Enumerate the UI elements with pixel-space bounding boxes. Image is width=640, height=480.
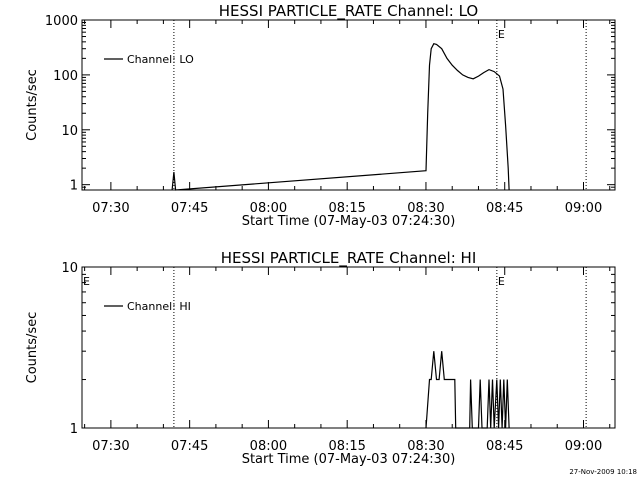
- time-marker-label: E: [498, 275, 505, 288]
- x-tick-label: 08:15: [328, 201, 365, 216]
- x-tick-label: 08:15: [328, 439, 365, 454]
- footer-timestamp: 27-Nov-2009 10:18: [569, 468, 637, 476]
- y-axis-label: Counts/sec: [25, 312, 40, 384]
- y-tick-label: 1: [70, 422, 78, 437]
- plot-frame-1: [81, 266, 616, 429]
- x-tick-label: 08:45: [486, 201, 523, 216]
- x-tick-label: 09:00: [565, 439, 602, 454]
- x-axis-label: Start Time (07-May-03 07:24:30): [242, 214, 456, 229]
- x-tick-label: 08:30: [407, 201, 444, 216]
- x-axis-label: Start Time (07-May-03 07:24:30): [242, 452, 456, 467]
- time-marker-label: E: [83, 275, 90, 288]
- data-series-0: [171, 42, 510, 191]
- y-tick-label: 100: [53, 69, 78, 84]
- x-tick-label: 08:30: [407, 439, 444, 454]
- plot-frame-0: [81, 19, 616, 191]
- y-tick-label: 1: [70, 179, 78, 194]
- x-tick-label: 07:30: [92, 439, 129, 454]
- y-tick-label: 10: [61, 124, 78, 139]
- chart-title-1: HESSI PARTICLE_RATE Channel: HI: [221, 249, 477, 268]
- x-tick-label: 08:00: [250, 201, 287, 216]
- x-tick-label: 07:45: [171, 201, 208, 216]
- x-tick-label: 07:45: [171, 439, 208, 454]
- y-tick-label: 10: [61, 261, 78, 276]
- x-tick-label: 07:30: [92, 201, 129, 216]
- chart-title-0: HESSI PARTICLE_RATE Channel: LO: [219, 2, 478, 21]
- time-marker-label: E: [498, 28, 505, 41]
- x-tick-label: 08:45: [486, 439, 523, 454]
- x-tick-label: 08:00: [250, 439, 287, 454]
- legend-label-0: Channel: LO: [127, 53, 194, 66]
- legend-label-1: Channel: HI: [127, 300, 191, 313]
- x-tick-label: 09:00: [565, 201, 602, 216]
- y-axis-label: Counts/sec: [25, 69, 40, 141]
- y-tick-label: 1000: [45, 14, 78, 29]
- data-series-1: [425, 351, 510, 429]
